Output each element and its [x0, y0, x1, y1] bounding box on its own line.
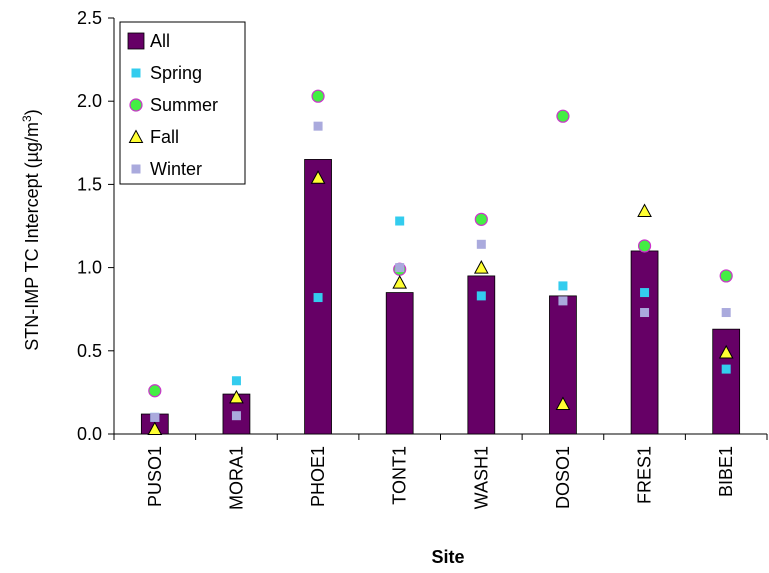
x-tick-label: MORA1: [226, 446, 246, 510]
point-winter: [395, 263, 405, 273]
legend-swatch-summer: [129, 98, 143, 112]
bar-all: [385, 292, 414, 435]
legend-label-spring: Spring: [150, 63, 202, 83]
y-tick-label: 1.5: [77, 174, 102, 194]
point-fall: [229, 389, 244, 404]
point-summer: [311, 89, 325, 103]
legend-label-winter: Winter: [150, 159, 202, 179]
legend-swatch-spring: [131, 68, 141, 78]
axes: 0.0 0.5 1.0 1.5 2.0 2.5 PUSO1 MORA1 PHOE1 TONT1 WA…: [77, 8, 768, 510]
point-fall: [147, 421, 163, 436]
y-tick-label: 1.0: [77, 258, 102, 278]
point-fall: [718, 344, 734, 359]
point-fall: [637, 203, 652, 218]
legend-swatch-winter: [131, 164, 141, 174]
x-tick-label: FRES1: [635, 446, 655, 504]
legend: All Spring Summer Fall Winter: [119, 21, 246, 185]
y-tick-label: 2.5: [77, 8, 102, 28]
x-tick-label: PUSO1: [145, 446, 165, 507]
bar-all: [467, 275, 496, 435]
point-winter: [313, 121, 323, 131]
data-marks: [140, 89, 741, 436]
legend-swatch-all: [127, 32, 145, 50]
bar-all: [549, 295, 577, 435]
point-fall: [473, 260, 489, 274]
point-spring: [231, 376, 241, 386]
point-spring: [476, 291, 486, 301]
x-axis-title: Site: [431, 547, 464, 567]
y-axis-title-superscript: 3: [20, 115, 34, 122]
y-tick-label: 0.0: [77, 424, 102, 444]
point-winter: [640, 308, 650, 318]
y-axis-title-end: ): [22, 109, 42, 115]
x-tick-label: TONT1: [390, 446, 410, 505]
point-summer: [556, 109, 570, 123]
point-summer: [148, 384, 162, 398]
point-winter: [721, 308, 731, 318]
x-tick-label: WASH1: [471, 446, 491, 509]
point-summer: [474, 212, 488, 226]
point-spring: [313, 293, 323, 303]
legend-label-all: All: [150, 31, 170, 51]
legend-label-summer: Summer: [150, 95, 218, 115]
x-tick-label: BIBE1: [716, 446, 736, 497]
legend-label-fall: Fall: [150, 127, 179, 147]
x-tick-label: PHOE1: [308, 446, 328, 507]
y-tick-label: 2.0: [77, 91, 102, 111]
point-fall: [555, 396, 571, 411]
point-summer: [719, 269, 733, 283]
legend-swatch-fall: [128, 129, 144, 143]
bar-all: [712, 328, 741, 435]
point-summer: [637, 239, 652, 253]
point-winter: [476, 239, 486, 249]
point-fall: [310, 170, 326, 184]
y-axis-title-main: STN-IMP TC Intercept (µg/m: [22, 122, 42, 351]
x-tick-label: DOSO1: [553, 446, 573, 509]
point-winter: [231, 411, 241, 421]
point-spring: [395, 216, 405, 226]
point-spring: [721, 364, 731, 374]
point-winter: [150, 412, 160, 422]
y-tick-label: 0.5: [77, 341, 102, 361]
point-spring: [640, 288, 650, 298]
point-spring: [558, 281, 568, 291]
point-winter: [558, 296, 568, 306]
point-fall: [392, 275, 408, 289]
y-axis-title: STN-IMP TC Intercept (µg/m3): [20, 109, 42, 350]
bar-all: [630, 250, 659, 435]
